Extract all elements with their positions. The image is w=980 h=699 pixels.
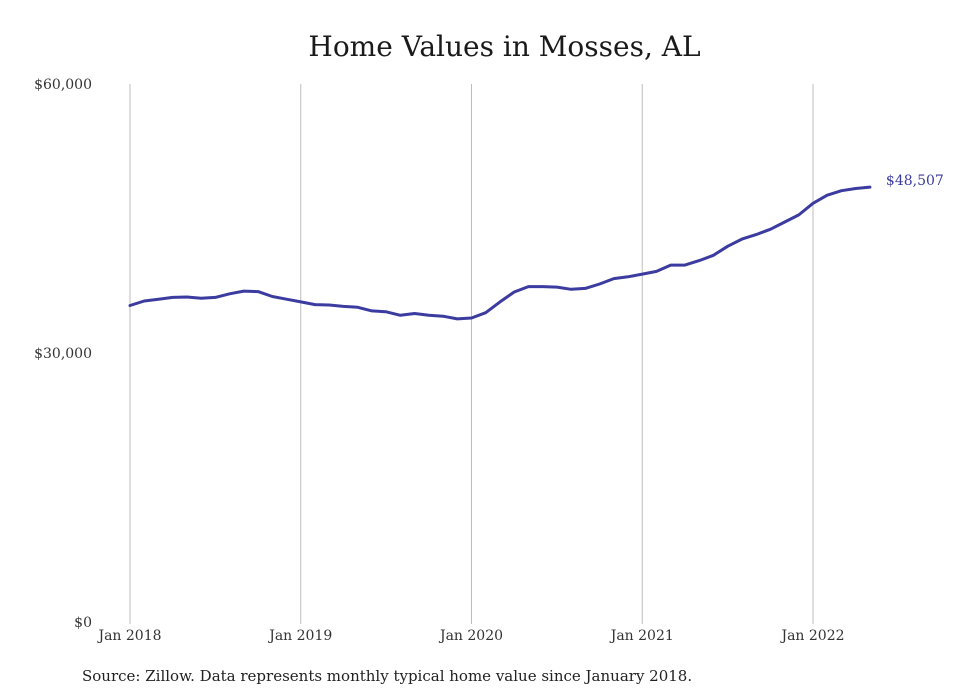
y-tick-label: $30,000 — [34, 346, 92, 362]
chart-title: Home Values in Mosses, AL — [308, 30, 701, 63]
y-tick-label: $0 — [74, 615, 92, 631]
x-tick-label: Jan 2018 — [96, 628, 161, 644]
end-value-label: $48,507 — [886, 173, 944, 189]
x-tick-label: Jan 2022 — [779, 628, 844, 644]
x-tick-label: Jan 2020 — [438, 628, 503, 644]
series-line — [128, 185, 872, 321]
source-note: Source: Zillow. Data represents monthly … — [82, 667, 693, 685]
y-tick-label: $60,000 — [34, 77, 92, 93]
x-tick-label: Jan 2021 — [609, 628, 674, 644]
x-tick-label: Jan 2019 — [267, 628, 332, 644]
